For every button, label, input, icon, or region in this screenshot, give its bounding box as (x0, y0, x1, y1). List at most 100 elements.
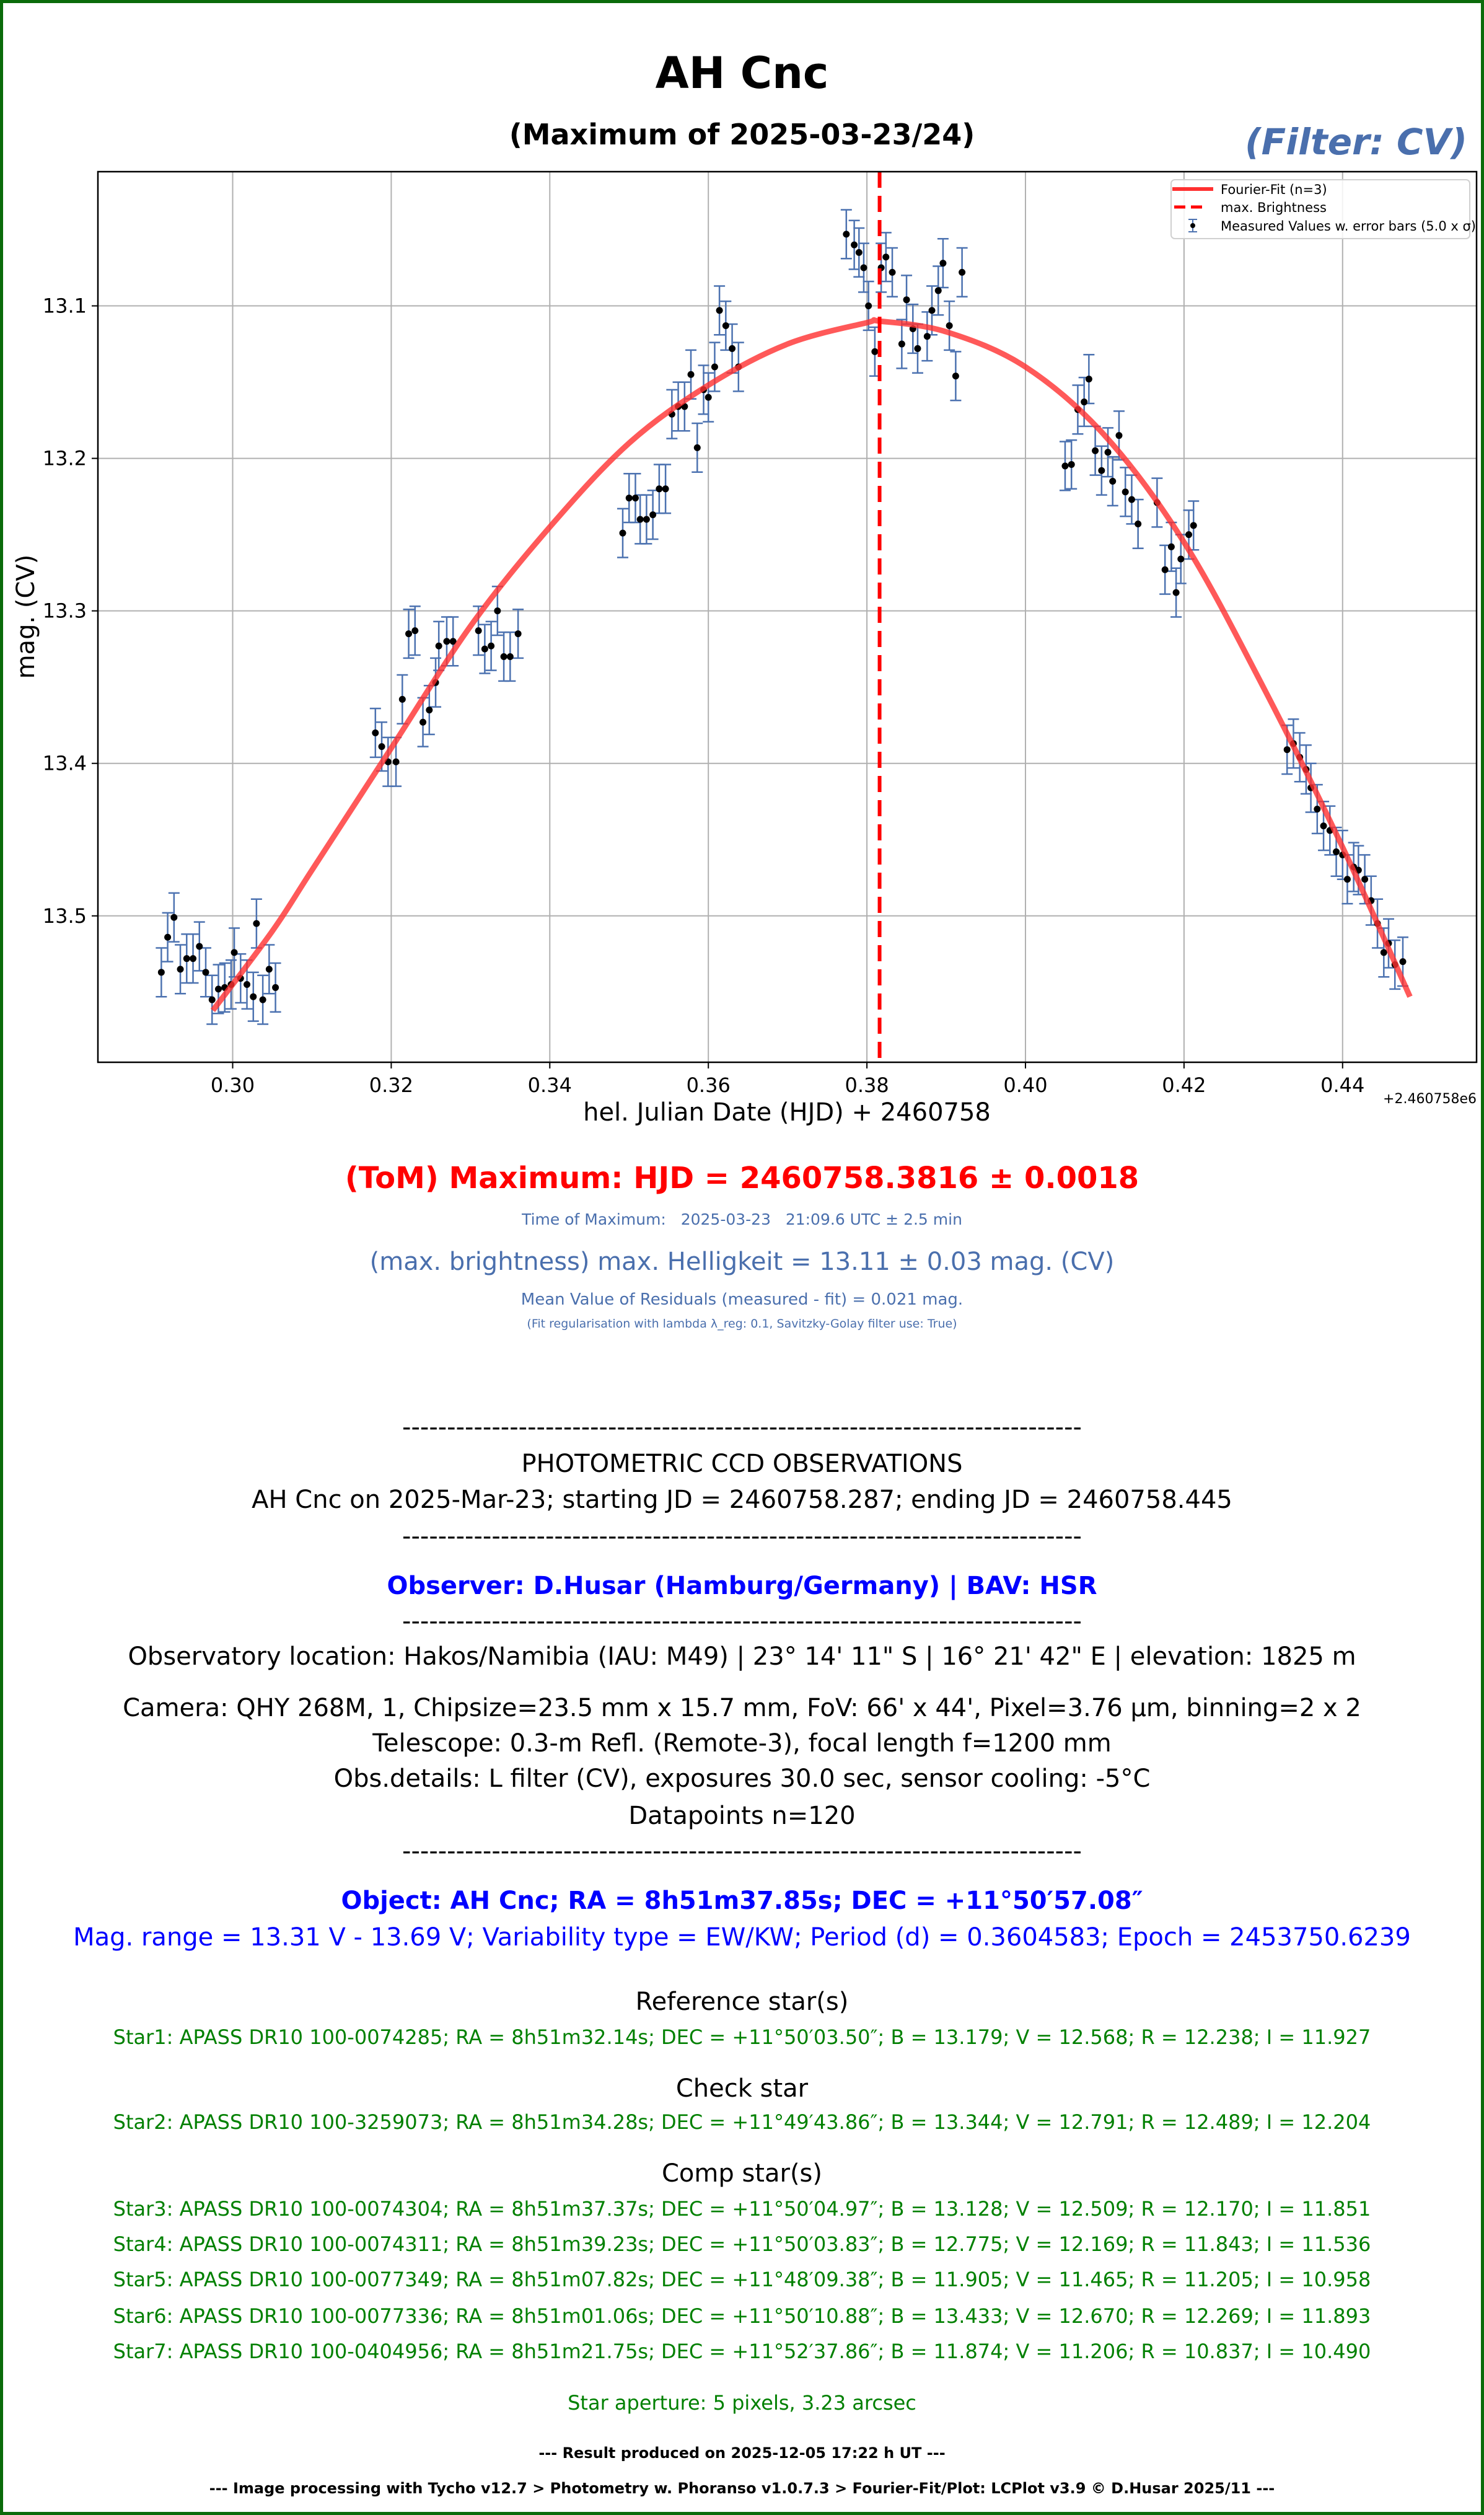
legend-fit-label: Fourier-Fit (n=3) (1221, 182, 1327, 197)
data-point (405, 630, 413, 638)
comp-star-6: Star6: APASS DR10 100-0077336; RA = 8h51… (113, 2304, 1371, 2328)
data-point (190, 955, 197, 962)
data-point (1104, 449, 1112, 456)
fit-regularisation: (Fit regularisation with lambda λ_reg: 0… (527, 1317, 957, 1331)
object-mag-range: Mag. range = 13.31 V - 13.69 V; Variabil… (73, 1923, 1411, 1952)
result-produced: --- Result produced on 2025-12-05 17:22 … (538, 2444, 946, 2462)
max-brightness: (max. brightness) max. Helligkeit = 13.1… (369, 1248, 1115, 1276)
data-point (871, 348, 879, 355)
data-point (231, 949, 238, 956)
data-point (934, 287, 942, 294)
data-point (1068, 460, 1075, 468)
data-point (398, 695, 406, 703)
data-point (1399, 958, 1407, 966)
star-aperture: Star aperture: 5 pixels, 3.23 arcsec (568, 2391, 916, 2415)
y-tick-label: 13.3 (43, 599, 87, 623)
data-point (1190, 522, 1197, 529)
data-point (923, 333, 931, 340)
data-point (1161, 566, 1169, 573)
data-point (643, 516, 650, 523)
data-point (1361, 876, 1369, 883)
observatory-location: Observatory location: Hakos/Namibia (IAU… (128, 1642, 1356, 1671)
data-point (882, 253, 890, 261)
data-point (952, 372, 959, 380)
comp-star-4: Star4: APASS DR10 100-0074311; RA = 8h51… (113, 2232, 1371, 2256)
telescope-details: Telescope: 0.3-m Refl. (Remote-3), focal… (372, 1729, 1112, 1758)
x-tick-label: 0.44 (1320, 1073, 1364, 1097)
camera-details: Camera: QHY 268M, 1, Chipsize=23.5 mm x … (123, 1694, 1361, 1722)
light-curve-chart: 0.30 0.32 0.34 0.36 0.38 0.40 0.42 0.44 13.113.… (12, 170, 1478, 1127)
datapoints-count: Datapoints n=120 (628, 1802, 856, 1830)
y-tick-label: 13.5 (43, 904, 87, 928)
observation-run: AH Cnc on 2025-Mar-23; starting JD = 246… (252, 1486, 1232, 1514)
data-point (855, 249, 863, 256)
data-point (1333, 848, 1340, 855)
processing-credits: --- Image processing with Tycho v12.7 > … (209, 2480, 1275, 2497)
comp-star-5: Star5: APASS DR10 100-0077349; RA = 8h51… (113, 2268, 1371, 2291)
data-point (419, 718, 427, 726)
grid (98, 172, 1477, 1062)
x-tick-label: 0.30 (211, 1073, 255, 1097)
mean-residuals: Mean Value of Residuals (measured - fit)… (520, 1290, 964, 1309)
x-tick-label: 0.40 (1003, 1073, 1047, 1097)
data-point (1343, 876, 1351, 883)
data-point (1380, 949, 1387, 956)
data-point (903, 296, 910, 304)
y-axis-ticks: 13.1 13.2 13.3 13.4 13.5 (43, 294, 98, 928)
data-point (265, 966, 273, 973)
data-point (488, 642, 495, 650)
data-point (716, 307, 723, 314)
data-point (392, 758, 400, 765)
data-point (939, 260, 947, 267)
legend-max-label: max. Brightness (1221, 200, 1327, 215)
data-point (514, 630, 522, 638)
chart-title: AH Cnc (655, 48, 829, 99)
data-point (435, 642, 442, 650)
data-point (1115, 432, 1123, 439)
x-axis-label: hel. Julian Date (HJD) + 2460758 (583, 1098, 991, 1127)
data-point (443, 638, 450, 645)
data-point (1283, 746, 1291, 754)
separator: ----------------------------------------… (402, 1837, 1082, 1865)
fourier-fit-curve (210, 317, 1413, 1013)
data-point (1314, 806, 1321, 813)
y-axis-label: mag. (CV) (12, 555, 40, 679)
data-point (1128, 496, 1135, 503)
data-point (214, 985, 222, 993)
data-point (928, 307, 936, 314)
check-star-2: Star2: APASS DR10 100-3259073; RA = 8h51… (113, 2110, 1371, 2134)
data-point (636, 516, 644, 523)
data-point (202, 969, 209, 976)
check-star-heading: Check star (675, 2074, 809, 2103)
y-tick-label: 13.2 (43, 447, 87, 470)
data-point (693, 444, 701, 451)
data-point (865, 302, 872, 310)
data-point (494, 607, 501, 615)
data-point (475, 627, 482, 635)
legend-box (1170, 179, 1470, 239)
reference-stars-heading: Reference star(s) (635, 1988, 849, 2016)
data-point (177, 966, 184, 973)
data-point (500, 653, 507, 660)
x-tick-label: 0.32 (369, 1073, 413, 1097)
legend: Fourier-Fit (n=3) max. Brightness Measur… (1170, 179, 1476, 239)
data-point (1081, 399, 1088, 406)
filter-label: (Filter: CV) (1245, 121, 1467, 163)
data-point (170, 914, 178, 921)
observation-details: Obs.details: L filter (CV), exposures 30… (333, 1764, 1151, 1793)
error-bars (156, 209, 1409, 1025)
data-point (250, 993, 257, 1000)
observer: Observer: D.Husar (Hamburg/Germany) | BA… (387, 1572, 1097, 1600)
data-point (625, 495, 633, 502)
data-point (843, 231, 850, 238)
data-point (860, 264, 867, 271)
data-point (411, 627, 419, 635)
chart-subtitle: (Maximum of 2025-03-23/24) (509, 118, 975, 151)
data-point (1098, 467, 1105, 474)
x-tick-label: 0.36 (687, 1073, 731, 1097)
separator: ----------------------------------------… (402, 1413, 1082, 1442)
data-point (649, 511, 657, 519)
data-point (1085, 376, 1092, 383)
time-of-maximum-utc: Time of Maximum: 2025-03-23 21:09.6 UTC … (522, 1210, 962, 1228)
